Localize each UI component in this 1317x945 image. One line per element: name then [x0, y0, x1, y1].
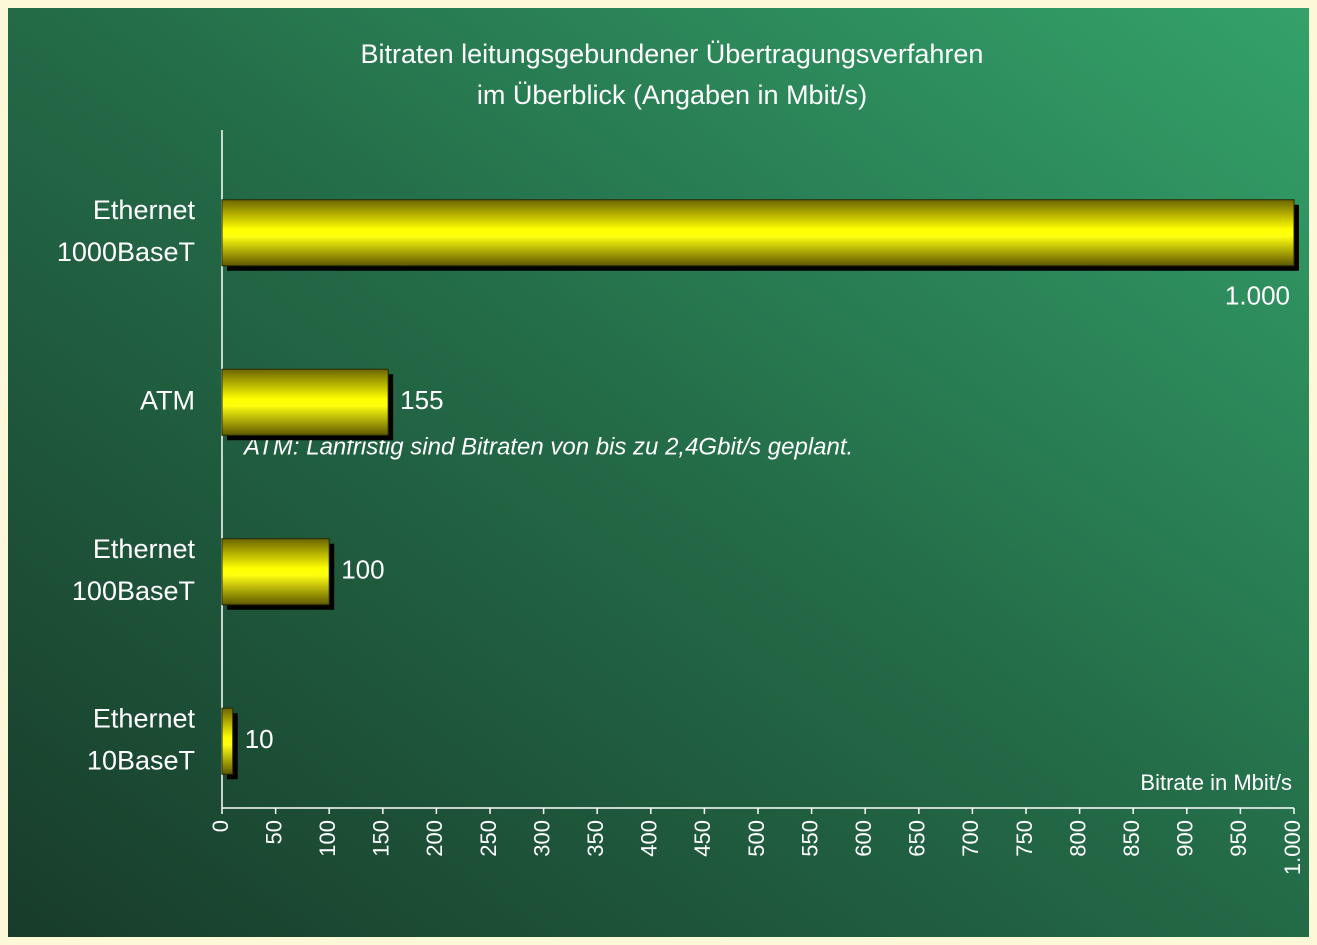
- x-tick-label: 50: [261, 820, 286, 844]
- y-tick-label: 100BaseT: [72, 576, 195, 606]
- y-tick-label: Ethernet: [93, 195, 196, 225]
- x-tick-label: 850: [1119, 820, 1144, 857]
- x-tick-label: 1.000: [1280, 820, 1305, 875]
- x-tick-label: 550: [797, 820, 822, 857]
- x-tick-label: 500: [744, 820, 769, 857]
- chart-title: im Überblick (Angaben in Mbit/s): [477, 80, 867, 110]
- x-tick-label: 650: [905, 820, 930, 857]
- x-tick-label: 400: [637, 820, 662, 857]
- x-tick-label: 750: [1012, 820, 1037, 857]
- x-tick-label: 350: [583, 820, 608, 857]
- x-tick-label: 100: [315, 820, 340, 857]
- x-tick-label: 700: [958, 820, 983, 857]
- plot-background: [8, 8, 1309, 937]
- y-tick-label: 1000BaseT: [57, 237, 195, 267]
- y-tick-label: ATM: [140, 385, 195, 415]
- x-tick-label: 450: [690, 820, 715, 857]
- x-tick-label: 950: [1226, 820, 1251, 857]
- value-label: 10: [245, 724, 274, 754]
- value-label: 1.000: [1225, 281, 1290, 311]
- chart-title: Bitraten leitungsgebundener Übertragungs…: [361, 39, 984, 69]
- bar: [221, 538, 330, 606]
- y-tick-label: Ethernet: [93, 534, 196, 564]
- bar: [221, 707, 234, 775]
- y-tick-label: 10BaseT: [87, 745, 195, 775]
- bar: [221, 199, 1295, 267]
- x-tick-label: 250: [476, 820, 501, 857]
- x-tick-label: 600: [851, 820, 876, 857]
- x-tick-label: 300: [529, 820, 554, 857]
- x-tick-label: 0: [208, 820, 233, 832]
- value-label: 100: [341, 555, 384, 585]
- x-tick-label: 150: [369, 820, 394, 857]
- x-tick-label: 900: [1173, 820, 1198, 857]
- value-label: 155: [400, 385, 443, 415]
- x-axis-label: Bitrate in Mbit/s: [1140, 770, 1292, 795]
- bar: [221, 368, 389, 436]
- y-tick-label: Ethernet: [93, 703, 196, 733]
- x-tick-label: 200: [422, 820, 447, 857]
- x-tick-label: 800: [1065, 820, 1090, 857]
